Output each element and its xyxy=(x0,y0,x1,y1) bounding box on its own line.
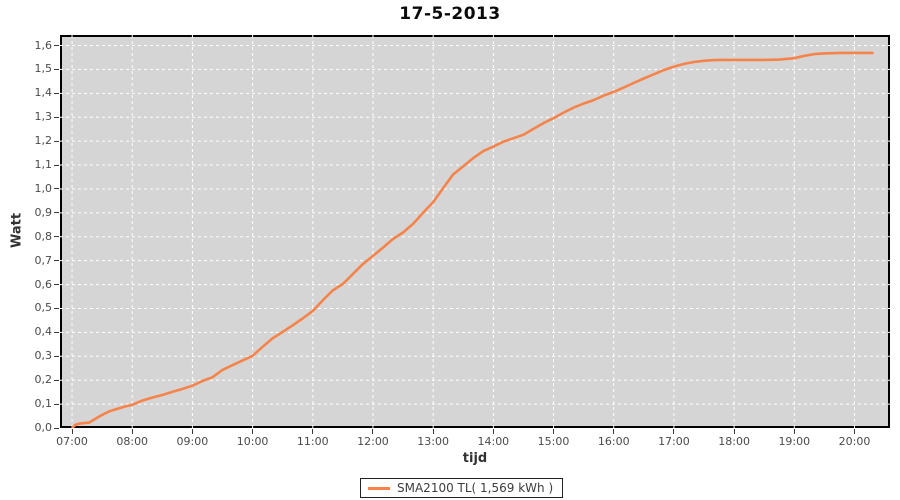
y-tick-mark xyxy=(54,284,59,286)
legend-line-swatch-icon xyxy=(368,486,390,490)
y-tick-mark xyxy=(54,92,59,94)
y-tick-label: 0,4 xyxy=(34,325,53,339)
y-tick-mark xyxy=(54,379,59,381)
y-tick-label: 1,5 xyxy=(34,62,53,76)
x-tick-mark xyxy=(553,429,555,434)
y-tick-mark xyxy=(54,355,59,357)
x-tick-label: 13:00 xyxy=(417,435,449,448)
y-tick-mark xyxy=(54,45,59,47)
x-tick-label: 18:00 xyxy=(718,435,750,448)
x-tick-mark xyxy=(432,429,434,434)
x-tick-mark xyxy=(252,429,254,434)
y-tick-mark xyxy=(54,260,59,262)
x-tick-label: 14:00 xyxy=(477,435,510,448)
chart-canvas xyxy=(60,35,890,428)
y-tick-label: 0,1 xyxy=(34,397,53,411)
y-tick-mark xyxy=(54,236,59,238)
x-tick-label: 20:00 xyxy=(838,435,871,448)
x-tick-label: 12:00 xyxy=(357,435,389,448)
x-tick-label: 15:00 xyxy=(537,435,570,448)
y-tick-label: 1,3 xyxy=(34,110,53,124)
legend: SMA2100 TL( 1,569 kWh ) xyxy=(360,478,564,498)
x-tick-mark xyxy=(312,429,314,434)
plot-area xyxy=(60,35,890,428)
y-tick-label: 0,6 xyxy=(34,277,53,291)
y-tick-mark xyxy=(54,427,59,429)
y-tick-mark xyxy=(54,403,59,405)
x-tick-label: 07:00 xyxy=(56,435,88,448)
y-tick-label: 0,9 xyxy=(34,205,53,219)
y-tick-label: 0,5 xyxy=(34,301,53,315)
x-tick-mark xyxy=(71,429,73,434)
x-tick-label: 09:00 xyxy=(176,435,209,448)
chart-title: 17-5-2013 xyxy=(399,4,501,24)
x-tick-mark xyxy=(613,429,615,434)
x-tick-label: 17:00 xyxy=(658,435,690,448)
y-tick-label: 1,1 xyxy=(34,158,53,172)
y-tick-label: 0,2 xyxy=(34,373,53,387)
x-tick-mark xyxy=(733,429,735,434)
series-line xyxy=(71,51,874,428)
x-tick-mark xyxy=(191,429,193,434)
x-tick-mark xyxy=(492,429,494,434)
x-tick-mark xyxy=(372,429,374,434)
x-tick-label: 10:00 xyxy=(236,435,269,448)
y-tick-mark xyxy=(54,164,59,166)
y-tick-label: 1,4 xyxy=(34,86,53,100)
y-tick-mark xyxy=(54,116,59,118)
x-tick-mark xyxy=(131,429,133,434)
y-tick-mark xyxy=(54,68,59,70)
y-tick-label: 0,0 xyxy=(34,421,53,434)
legend-series-label: SMA2100 TL( 1,569 kWh ) xyxy=(397,481,554,495)
x-axis-label: tijd xyxy=(462,451,488,466)
y-tick-mark xyxy=(54,188,59,190)
y-tick-label: 0,7 xyxy=(34,253,53,267)
y-tick-label: 1,6 xyxy=(34,38,53,52)
x-tick-mark xyxy=(673,429,675,434)
y-tick-label: 0,8 xyxy=(34,229,53,243)
y-tick-mark xyxy=(54,331,59,333)
x-tick-mark xyxy=(853,429,855,434)
y-tick-label: 0,3 xyxy=(34,349,53,363)
x-tick-label: 19:00 xyxy=(778,435,811,448)
y-tick-mark xyxy=(54,140,59,142)
y-tick-label: 1,2 xyxy=(34,134,53,148)
x-tick-label: 08:00 xyxy=(116,435,149,448)
y-tick-mark xyxy=(54,307,59,309)
x-tick-label: 11:00 xyxy=(296,435,329,448)
y-tick-mark xyxy=(54,212,59,214)
x-tick-label: 16:00 xyxy=(597,435,630,448)
x-tick-mark xyxy=(793,429,795,434)
y-tick-label: 1,0 xyxy=(34,181,53,195)
